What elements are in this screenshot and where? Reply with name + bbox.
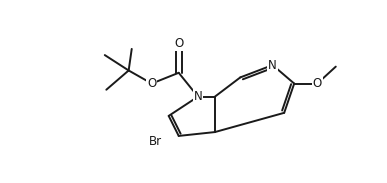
- Text: N: N: [268, 59, 277, 72]
- Text: O: O: [147, 77, 156, 90]
- Text: Br: Br: [149, 135, 162, 148]
- Text: O: O: [174, 37, 183, 50]
- Text: O: O: [313, 77, 322, 90]
- Text: N: N: [194, 90, 202, 103]
